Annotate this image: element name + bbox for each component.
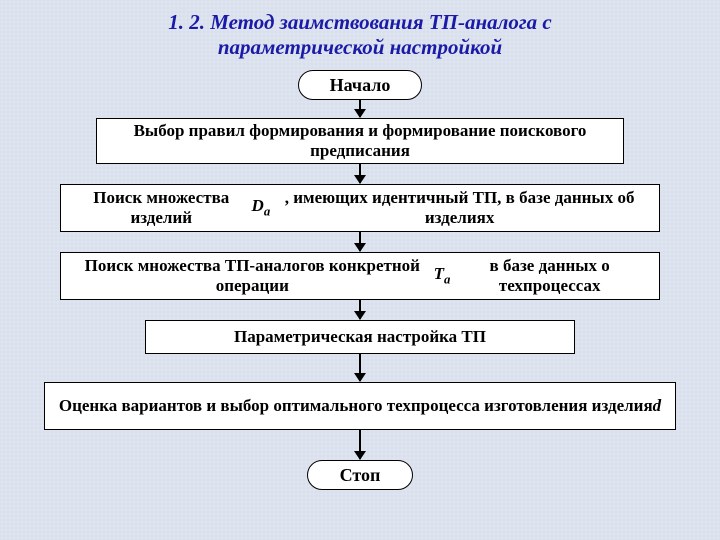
- page-title: 1. 2. Метод заимствования ТП-аналога спа…: [0, 10, 720, 60]
- arrow-step1-to-step2: [359, 164, 361, 183]
- node-start: Начало: [298, 70, 422, 100]
- flowchart-page: 1. 2. Метод заимствования ТП-аналога спа…: [0, 0, 720, 540]
- node-step5: Оценка вариантов и выбор оптимального те…: [44, 382, 676, 430]
- node-stop: Стоп: [307, 460, 413, 490]
- title-line1: 1. 2. Метод заимствования ТП-аналога с: [168, 10, 551, 34]
- node-step4: Параметрическая настройка ТП: [145, 320, 575, 354]
- node-step1: Выбор правил формирования и формирование…: [96, 118, 624, 164]
- title-line2: параметрической настройкой: [218, 35, 502, 59]
- arrow-start-to-step1: [359, 100, 361, 117]
- node-step3: Поиск множества ТП-аналогов конкретной о…: [60, 252, 660, 300]
- arrow-step3-to-step4: [359, 300, 361, 319]
- node-step2: Поиск множества изделий Dа, имеющих иден…: [60, 184, 660, 232]
- arrow-step2-to-step3: [359, 232, 361, 251]
- arrow-step4-to-step5: [359, 354, 361, 381]
- arrow-step5-to-stop: [359, 430, 361, 459]
